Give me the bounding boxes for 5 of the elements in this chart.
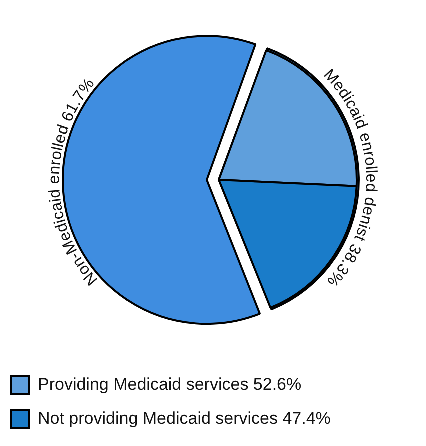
legend-label: Not providing Medicaid services 47.4% xyxy=(38,409,331,429)
category-label: Medicaid enrolled denist xyxy=(320,66,380,244)
data-label: 61.7% xyxy=(59,76,98,125)
data-label: 38.3% xyxy=(324,241,364,290)
legend-label: Providing Medicaid services 52.6% xyxy=(38,375,302,395)
